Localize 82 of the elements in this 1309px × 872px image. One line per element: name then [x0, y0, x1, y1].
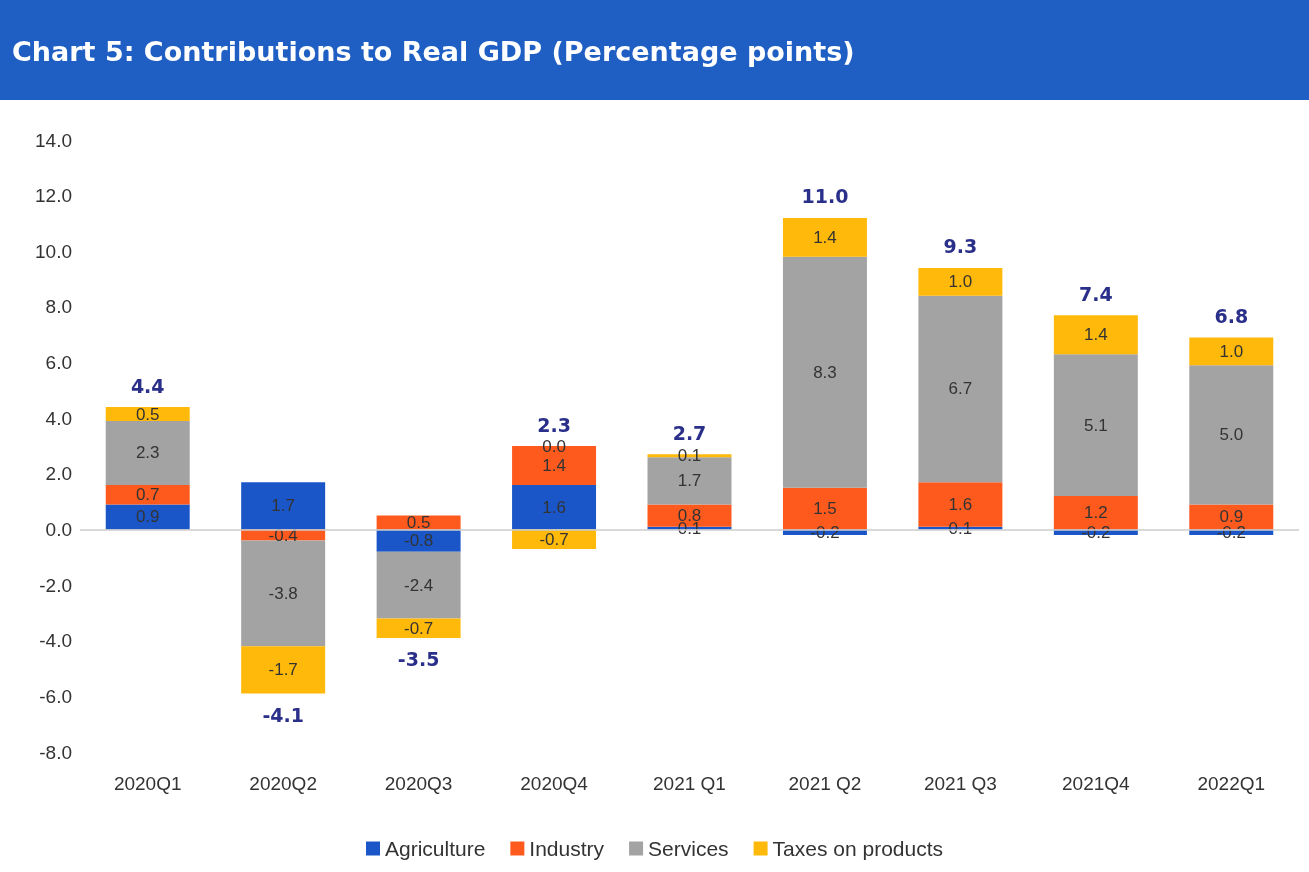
total-label: 2.7 [672, 421, 707, 444]
bar [1189, 365, 1274, 505]
x-tick-label: 2021Q4 [1062, 773, 1131, 794]
bar [105, 484, 190, 505]
data-label: 6.7 [948, 379, 973, 399]
data-label: -1.7 [268, 660, 298, 680]
y-tick-label: -8.0 [39, 741, 72, 763]
x-tick-label: 2022Q1 [1197, 773, 1266, 794]
y-tick-label: 0.0 [45, 518, 72, 540]
bar [376, 618, 461, 638]
data-label: 1.7 [271, 496, 295, 516]
data-label: -3.8 [268, 583, 298, 603]
bar [782, 256, 867, 488]
data-label: -0.7 [403, 618, 434, 638]
bar [1189, 337, 1274, 366]
bar [1053, 315, 1138, 355]
data-label: 0.5 [406, 513, 431, 532]
data-label: 1.4 [542, 455, 566, 475]
bar [918, 267, 1003, 296]
total-label: 9.3 [943, 235, 978, 258]
data-label: 0.5 [135, 404, 160, 424]
x-tick-label: 2021 Q1 [653, 773, 726, 794]
y-tick-label: -4.0 [39, 630, 72, 652]
total-label: 2.3 [537, 413, 571, 436]
data-label: 1.0 [1219, 341, 1244, 361]
legend-label: Services [648, 837, 729, 860]
bar [918, 295, 1003, 483]
bar [105, 504, 190, 530]
data-label: -0.7 [539, 529, 569, 549]
x-tick-label: 2020Q3 [384, 773, 453, 794]
data-label: 1.2 [1084, 503, 1108, 523]
bar [512, 484, 597, 530]
bar [105, 420, 190, 485]
total-label: 6.8 [1214, 305, 1249, 328]
data-label: 1.7 [677, 471, 702, 491]
data-label: 5.1 [1084, 415, 1108, 435]
data-label: -2.4 [403, 575, 434, 595]
data-label: 8.3 [813, 362, 837, 382]
bar [376, 551, 461, 619]
y-tick-label: 14.0 [35, 129, 72, 151]
bar [241, 646, 326, 694]
data-label: -0.2 [810, 522, 840, 542]
bar [782, 217, 867, 257]
total-label: 7.4 [1079, 282, 1113, 305]
data-label: 0.7 [135, 485, 160, 505]
total-label: -3.5 [397, 648, 440, 671]
legend-label: Taxes on products [772, 837, 944, 860]
data-label: 1.4 [1084, 325, 1108, 345]
data-label: 1.5 [813, 499, 837, 519]
chart-title: Chart 5: Contributions to Real GDP (Percentage points) [0, 0, 1309, 100]
x-tick-label: 2020Q2 [249, 773, 317, 794]
y-tick-label: -2.0 [39, 574, 72, 596]
data-label: -0.4 [268, 525, 298, 545]
x-tick-label: 2020Q4 [520, 773, 589, 794]
legend-label: Agriculture [384, 837, 486, 860]
y-tick-label: 12.0 [35, 185, 72, 207]
data-label: 5.0 [1219, 425, 1244, 445]
x-tick-label: 2021 Q2 [788, 773, 862, 794]
data-label: 1.6 [542, 497, 566, 517]
bar [241, 540, 326, 647]
y-tick-label: 10.0 [35, 240, 72, 262]
total-label: 11.0 [801, 185, 849, 208]
y-tick-label: -6.0 [39, 685, 72, 707]
y-tick-label: 6.0 [45, 352, 72, 374]
bar [1053, 354, 1138, 497]
data-label: 0.1 [948, 518, 973, 538]
total-label: 4.4 [130, 374, 165, 397]
x-tick-label: 2020Q1 [113, 773, 182, 794]
legend-label: Industry [529, 837, 605, 860]
total-label: -4.1 [262, 704, 304, 727]
data-label: -0.2 [1081, 522, 1111, 542]
data-label: -0.8 [403, 531, 434, 551]
data-label: 0.9 [135, 507, 160, 527]
y-tick-label: 8.0 [45, 296, 72, 318]
data-label: 1.6 [948, 494, 973, 514]
y-tick-label: 4.0 [45, 407, 72, 429]
data-label: 1.4 [813, 227, 837, 247]
data-label: 1.0 [948, 272, 973, 292]
bar [241, 482, 326, 530]
y-tick-label: 2.0 [45, 463, 72, 485]
data-label: 2.3 [135, 443, 160, 463]
x-tick-label: 2021 Q3 [923, 773, 997, 794]
